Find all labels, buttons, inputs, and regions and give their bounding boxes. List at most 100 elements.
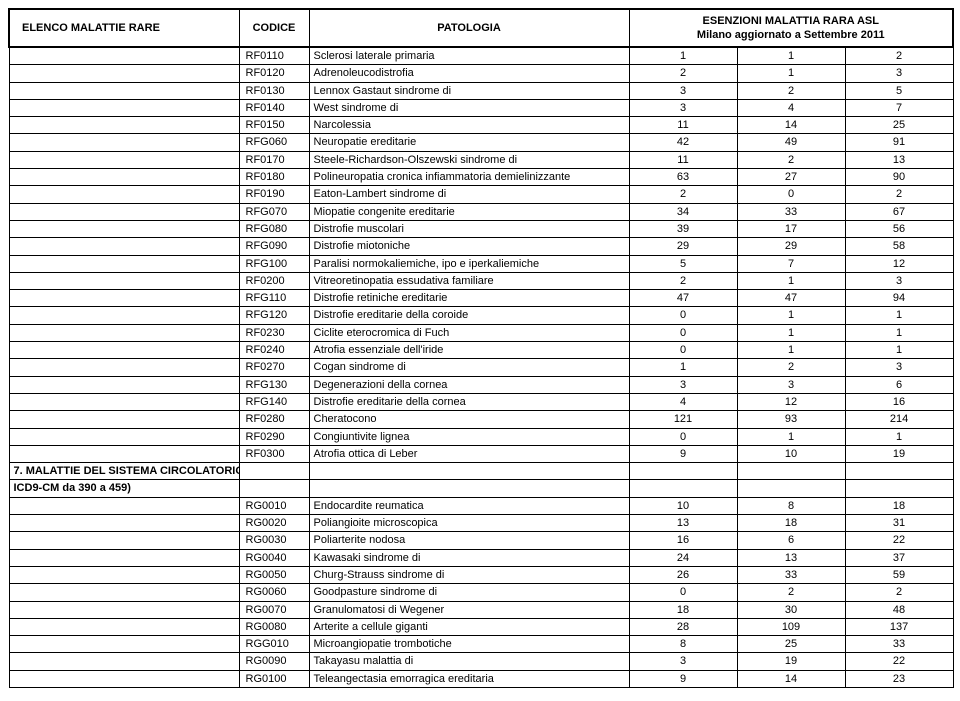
cell-code: RF0280 — [239, 411, 309, 428]
cell-value-1: 39 — [629, 220, 737, 237]
cell-pathology: Neuropatie ereditarie — [309, 134, 629, 151]
cell-value-1: 26 — [629, 566, 737, 583]
cell-group — [9, 411, 239, 428]
cell-group — [9, 497, 239, 514]
cell-pathology: Steele-Richardson-Olszewski sindrome di — [309, 151, 629, 168]
table-row: RF0120Adrenoleucodistrofia213 — [9, 65, 953, 82]
cell-pathology: Distrofie muscolari — [309, 220, 629, 237]
table-row: RF0180Polineuropatia cronica infiammator… — [9, 169, 953, 186]
cell-value-1: 18 — [629, 601, 737, 618]
cell-code: RFG100 — [239, 255, 309, 272]
cell-value-1: 24 — [629, 549, 737, 566]
cell-value-3: 12 — [845, 255, 953, 272]
table-row: RG0060Goodpasture sindrome di022 — [9, 584, 953, 601]
cell-pathology: Distrofie ereditarie della cornea — [309, 393, 629, 410]
cell-pathology: Distrofie miotoniche — [309, 238, 629, 255]
cell-value-1: 13 — [629, 515, 737, 532]
cell-value-1: 1 — [629, 359, 737, 376]
table-row: RF0280Cheratocono12193214 — [9, 411, 953, 428]
cell-group — [9, 290, 239, 307]
cell-value-3: 94 — [845, 290, 953, 307]
cell-code: RFG070 — [239, 203, 309, 220]
cell-value-1: 3 — [629, 376, 737, 393]
header-exempt-line1: ESENZIONI MALATTIA RARA ASL — [634, 14, 949, 28]
cell-pathology: Takayasu malattia di — [309, 653, 629, 670]
table-row: RF0300Atrofia ottica di Leber91019 — [9, 445, 953, 462]
cell-value-2: 1 — [737, 324, 845, 341]
cell-value-2: 1 — [737, 47, 845, 65]
cell-value-3: 6 — [845, 376, 953, 393]
cell-pathology: Congiuntivite lignea — [309, 428, 629, 445]
cell-code: RF0240 — [239, 342, 309, 359]
table-row: RGG010Microangiopatie trombotiche82533 — [9, 636, 953, 653]
diseases-table: ELENCO MALATTIE RARE CODICE PATOLOGIA ES… — [8, 8, 954, 688]
cell-value-3: 18 — [845, 497, 953, 514]
cell-code: RG0100 — [239, 670, 309, 687]
cell-value-3: 33 — [845, 636, 953, 653]
cell-group — [9, 566, 239, 583]
cell-value-3 — [845, 480, 953, 497]
cell-value-1: 10 — [629, 497, 737, 514]
table-row: RFG090Distrofie miotoniche292958 — [9, 238, 953, 255]
cell-value-1: 11 — [629, 117, 737, 134]
cell-pathology: Teleangectasia emorragica ereditaria — [309, 670, 629, 687]
cell-pathology: West sindrome di — [309, 99, 629, 116]
cell-value-1: 63 — [629, 169, 737, 186]
cell-code: RF0290 — [239, 428, 309, 445]
cell-code: RFG110 — [239, 290, 309, 307]
cell-pathology: Degenerazioni della cornea — [309, 376, 629, 393]
cell-value-3: 3 — [845, 272, 953, 289]
cell-value-2: 12 — [737, 393, 845, 410]
cell-value-3: 22 — [845, 653, 953, 670]
cell-value-2: 2 — [737, 82, 845, 99]
cell-value-3: 22 — [845, 532, 953, 549]
cell-group — [9, 169, 239, 186]
table-row: RF0200Vitreoretinopatia essudativa famil… — [9, 272, 953, 289]
cell-group — [9, 203, 239, 220]
cell-group — [9, 445, 239, 462]
cell-value-1 — [629, 463, 737, 480]
cell-value-2: 93 — [737, 411, 845, 428]
header-pathology: PATOLOGIA — [309, 9, 629, 47]
cell-value-2 — [737, 463, 845, 480]
table-row: RG0030Poliarterite nodosa16622 — [9, 532, 953, 549]
cell-pathology: Eaton-Lambert sindrome di — [309, 186, 629, 203]
cell-code: RF0230 — [239, 324, 309, 341]
cell-code: RG0010 — [239, 497, 309, 514]
cell-group — [9, 428, 239, 445]
cell-code: RG0080 — [239, 618, 309, 635]
cell-code: RF0110 — [239, 47, 309, 65]
cell-value-1: 4 — [629, 393, 737, 410]
cell-value-2: 30 — [737, 601, 845, 618]
table-row: RG0080Arterite a cellule giganti28109137 — [9, 618, 953, 635]
table-row: RG0020Poliangioite microscopica131831 — [9, 515, 953, 532]
cell-code: RF0270 — [239, 359, 309, 376]
cell-group — [9, 117, 239, 134]
page-container: ELENCO MALATTIE RARE CODICE PATOLOGIA ES… — [8, 8, 952, 688]
cell-code: RG0030 — [239, 532, 309, 549]
cell-code: RF0120 — [239, 65, 309, 82]
table-row: RF0230Ciclite eterocromica di Fuch011 — [9, 324, 953, 341]
cell-value-3: 3 — [845, 359, 953, 376]
cell-value-2: 2 — [737, 584, 845, 601]
cell-group — [9, 342, 239, 359]
cell-group — [9, 324, 239, 341]
table-body: RF0110Sclerosi laterale primaria112RF012… — [9, 47, 953, 687]
cell-value-1: 3 — [629, 99, 737, 116]
cell-value-3: 16 — [845, 393, 953, 410]
cell-value-1: 0 — [629, 342, 737, 359]
table-row: ICD9-CM da 390 a 459) — [9, 480, 953, 497]
cell-group — [9, 601, 239, 618]
cell-value-3: 48 — [845, 601, 953, 618]
cell-group — [9, 220, 239, 237]
cell-group — [9, 549, 239, 566]
cell-value-3: 3 — [845, 65, 953, 82]
table-row: RF0110Sclerosi laterale primaria112 — [9, 47, 953, 65]
cell-value-2: 14 — [737, 670, 845, 687]
cell-value-1: 28 — [629, 618, 737, 635]
cell-value-3: 13 — [845, 151, 953, 168]
cell-group — [9, 359, 239, 376]
table-row: RF0170Steele-Richardson-Olszewski sindro… — [9, 151, 953, 168]
cell-value-2: 8 — [737, 497, 845, 514]
table-row: RFG080Distrofie muscolari391756 — [9, 220, 953, 237]
